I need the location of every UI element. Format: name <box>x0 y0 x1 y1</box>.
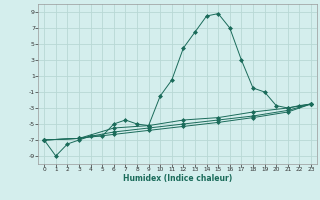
X-axis label: Humidex (Indice chaleur): Humidex (Indice chaleur) <box>123 174 232 183</box>
